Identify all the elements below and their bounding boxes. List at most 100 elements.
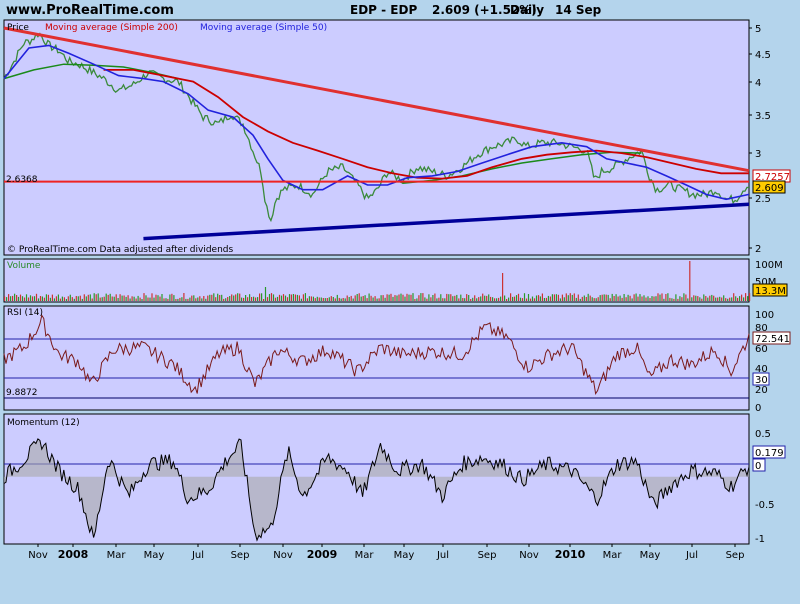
volume-bar xyxy=(404,296,406,301)
volume-bar xyxy=(681,297,683,301)
volume-bar xyxy=(354,295,356,301)
volume-bar xyxy=(99,297,101,301)
volume-bar xyxy=(663,298,665,301)
volume-bar xyxy=(464,298,466,301)
volume-bar xyxy=(139,297,141,301)
volume-bar xyxy=(280,295,283,301)
volume-bar xyxy=(6,297,8,301)
rsi-tick-80: 80 xyxy=(755,323,768,334)
volume-panel-title: Volume xyxy=(7,261,41,271)
volume-bar xyxy=(294,294,296,301)
volume-bar xyxy=(645,297,647,301)
volume-bar xyxy=(95,294,97,301)
volume-bar xyxy=(163,298,165,301)
volume-bar xyxy=(282,294,285,301)
x-tick-label: Mar xyxy=(107,550,127,561)
volume-bar xyxy=(326,298,328,301)
volume-bar xyxy=(179,297,181,301)
volume-bar xyxy=(278,294,281,301)
volume-bar xyxy=(713,295,715,301)
volume-bar xyxy=(585,297,587,301)
volume-bar xyxy=(229,296,231,301)
volume-bar xyxy=(175,299,177,301)
x-tick-label: Sep xyxy=(726,550,745,561)
volume-bar xyxy=(687,298,689,301)
upper-trendline[interactable] xyxy=(3,26,750,173)
volume-bar xyxy=(515,295,518,301)
volume-bar xyxy=(418,295,420,301)
volume-bar xyxy=(67,296,69,301)
volume-bar xyxy=(643,295,645,301)
price-tick-4: 4 xyxy=(755,78,761,89)
volume-bar xyxy=(39,296,42,301)
volume-bar xyxy=(372,297,374,301)
volume-bar xyxy=(667,293,669,301)
volume-bar xyxy=(651,296,653,301)
volume-bar xyxy=(539,296,541,301)
volume-bar xyxy=(543,298,545,301)
volume-bar xyxy=(69,294,71,301)
volume-bar xyxy=(304,293,306,301)
volume-bar xyxy=(502,273,504,301)
rsi-panel[interactable] xyxy=(3,305,750,411)
momentum-line xyxy=(3,438,750,542)
volume-bar xyxy=(607,294,609,301)
volume-bar xyxy=(615,294,617,301)
volume-bar xyxy=(593,298,595,301)
volume-bar xyxy=(16,295,18,301)
volume-bar xyxy=(629,295,631,301)
volume-bar xyxy=(731,297,733,301)
volume-bar xyxy=(450,294,452,301)
volume-bar xyxy=(49,297,51,301)
volume-bar xyxy=(749,293,751,301)
volume-bar xyxy=(215,297,217,301)
volume-bar xyxy=(348,297,350,301)
volume-bar xyxy=(557,294,559,301)
price-panel[interactable] xyxy=(3,19,750,256)
volume-bar xyxy=(105,293,107,301)
lower-trendline[interactable] xyxy=(143,202,750,241)
volume-bar xyxy=(603,294,605,301)
volume-bar xyxy=(37,298,40,301)
volume-bar xyxy=(270,293,273,301)
volume-bar xyxy=(517,293,520,301)
volume-bar xyxy=(525,298,528,301)
volume-bar xyxy=(358,293,360,301)
volume-bar xyxy=(320,297,322,301)
volume-bar xyxy=(506,299,508,301)
volume-bar xyxy=(107,294,109,301)
price-series-line xyxy=(3,32,750,223)
momentum-panel[interactable] xyxy=(3,413,750,545)
volume-bar xyxy=(739,296,741,301)
volume-bar xyxy=(370,295,372,301)
x-tick-label: May xyxy=(640,550,661,561)
ma200-line xyxy=(103,69,749,180)
volume-bar xyxy=(402,294,404,301)
ma50-line xyxy=(3,44,750,201)
volume-bar xyxy=(591,297,593,301)
volume-bar xyxy=(577,294,579,301)
volume-bar xyxy=(73,298,75,301)
volume-bar xyxy=(480,296,482,301)
x-tick-label: Jul xyxy=(685,550,698,561)
volume-bar xyxy=(225,298,227,301)
volume-bar xyxy=(143,293,145,301)
x-tick-label: 2009 xyxy=(307,548,338,561)
volume-bar xyxy=(91,298,93,301)
volume-bar xyxy=(523,293,526,301)
volume-bar xyxy=(621,297,623,301)
volume-bar xyxy=(669,297,671,301)
volume-bar xyxy=(346,295,348,301)
volume-bar xyxy=(21,296,24,301)
volume-bar xyxy=(25,294,28,301)
volume-bar xyxy=(255,297,257,301)
site-name[interactable]: www.ProRealTime.com xyxy=(6,3,174,18)
volume-bar xyxy=(207,295,209,301)
volume-bar xyxy=(426,298,428,301)
volume-bar xyxy=(468,295,470,301)
volume-panel[interactable] xyxy=(3,258,750,303)
volume-bar xyxy=(51,294,53,301)
volume-bar xyxy=(639,294,641,301)
volume-bar xyxy=(685,294,687,301)
